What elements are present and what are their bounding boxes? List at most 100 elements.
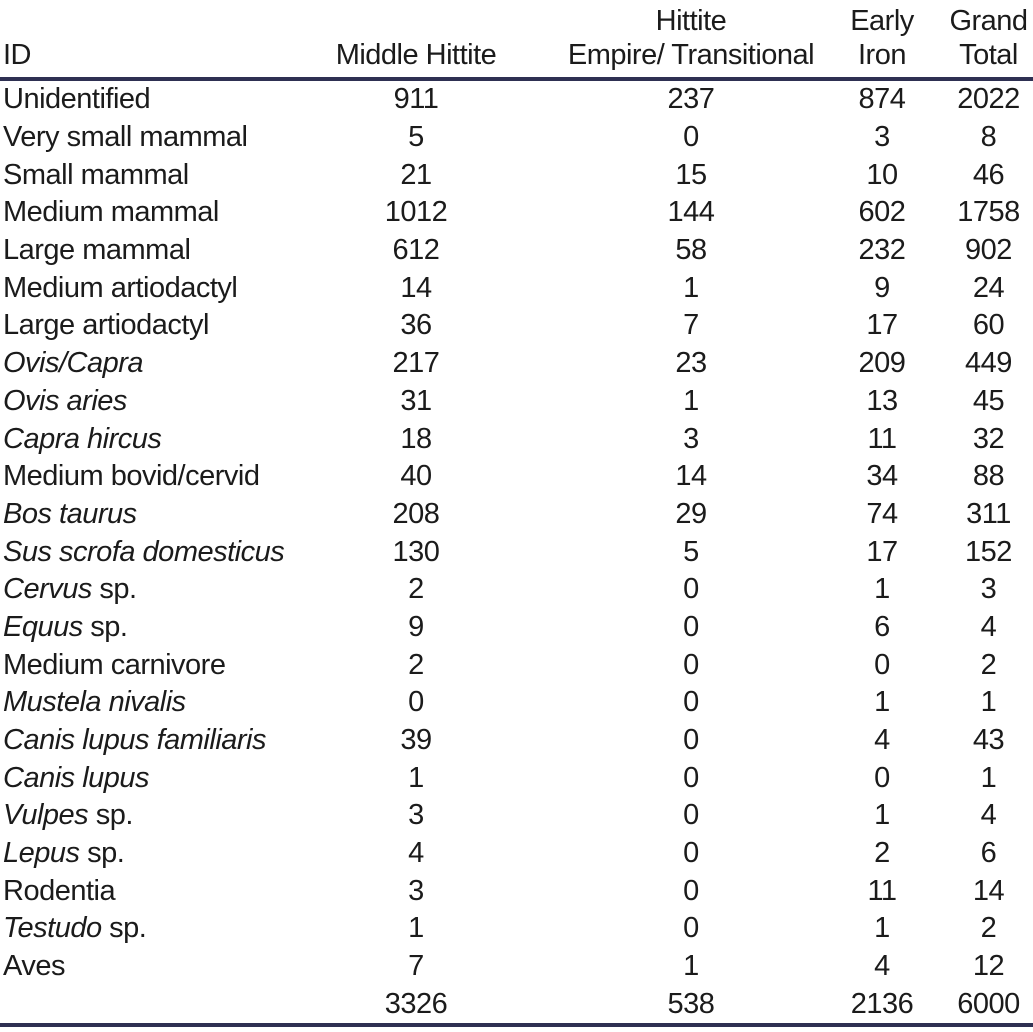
row-value: 0 xyxy=(683,799,699,832)
row-value: 1 xyxy=(980,761,997,794)
row-value: 36 xyxy=(400,309,432,342)
row-value: 449 xyxy=(965,347,1012,380)
col-header-id-line2: ID xyxy=(3,39,32,71)
row-label: Medium mammal xyxy=(0,194,270,232)
row-value: 14 xyxy=(400,271,432,304)
row-label: Mustela nivalis xyxy=(0,684,270,722)
label-text: Medium carnivore xyxy=(3,648,226,681)
label-text: Large artiodactyl xyxy=(3,309,209,342)
header-row: ID Middle Hittite Hittite Empire/ Transi… xyxy=(0,0,1033,81)
row-value: 1012 xyxy=(384,196,448,229)
row-label: Equus sp. xyxy=(0,609,270,647)
table-row: Bos taurus 208 29 74 311 xyxy=(0,496,1033,534)
row-value: 911 xyxy=(393,83,439,116)
row-label: Lepus sp. xyxy=(0,835,270,873)
row-value: 3 xyxy=(683,422,699,455)
table-row: Cervus sp. 2 0 1 3 xyxy=(0,571,1033,609)
row-value: 31 xyxy=(400,384,432,417)
taxon-name: Canis lupus familiaris xyxy=(3,724,267,757)
label-text: sp. xyxy=(101,912,147,945)
row-value: 1 xyxy=(874,686,890,719)
row-value: 612 xyxy=(392,234,440,267)
table-row: Very small mammal 5 0 3 8 xyxy=(0,119,1033,157)
col-header-early-iron-line2: Iron xyxy=(858,39,906,71)
taxon-name: Mustela nivalis xyxy=(3,686,186,719)
row-label xyxy=(0,986,270,1026)
row-value: 9 xyxy=(408,610,424,643)
row-value: 130 xyxy=(392,535,440,568)
row-value: 5 xyxy=(408,121,424,154)
table-row: Medium artiodactyl 14 1 9 24 xyxy=(0,269,1033,307)
row-value: 2136 xyxy=(850,987,914,1020)
row-label: Sus scrofa domesticus xyxy=(0,533,285,571)
row-value: 74 xyxy=(866,497,898,530)
row-value: 23 xyxy=(675,347,707,380)
row-value: 1 xyxy=(874,573,890,606)
row-value: 15 xyxy=(675,158,707,191)
row-value: 17 xyxy=(866,309,898,342)
row-value: 17 xyxy=(866,535,898,568)
row-value: 1 xyxy=(874,799,890,832)
table-row: Canis lupus familiaris 39 0 4 43 xyxy=(0,722,1033,760)
taxon-name: Canis lupus xyxy=(3,761,150,794)
row-value: 18 xyxy=(400,422,432,455)
row-value: 0 xyxy=(683,874,699,907)
row-value: 88 xyxy=(972,460,1005,493)
row-value: 0 xyxy=(683,648,699,681)
row-value: 4 xyxy=(874,950,890,983)
row-label: Canis lupus xyxy=(0,759,270,797)
row-value: 1 xyxy=(683,271,699,304)
label-text: Small mammal xyxy=(3,158,189,191)
row-label: Medium bovid/cervid xyxy=(0,458,270,496)
taxon-name: Bos taurus xyxy=(3,497,137,530)
row-value: 0 xyxy=(683,121,699,154)
row-label: Large artiodactyl xyxy=(0,307,270,345)
table-row: Medium mammal 1012 144 602 1758 xyxy=(0,194,1033,232)
table-row: Unidentified 911 237 874 2022 xyxy=(0,79,1033,119)
table-body: Unidentified 911 237 874 2022 Very small… xyxy=(0,79,1033,1025)
row-value: 13 xyxy=(866,384,898,417)
row-label: Large mammal xyxy=(0,232,270,270)
row-value: 45 xyxy=(972,384,1005,417)
row-value: 4 xyxy=(980,799,997,832)
label-text: Unidentified xyxy=(3,83,151,116)
label-text: Medium artiodactyl xyxy=(3,271,238,304)
col-header-id: ID xyxy=(0,0,270,81)
taxon-name: Testudo xyxy=(3,912,102,945)
table-header: ID Middle Hittite Hittite Empire/ Transi… xyxy=(0,0,1033,81)
row-value: 1 xyxy=(683,384,699,417)
table-row: Medium carnivore 2 0 0 2 xyxy=(0,646,1033,684)
table-row: Rodentia 3 0 11 14 xyxy=(0,872,1033,910)
row-value: 2 xyxy=(408,648,424,681)
row-value: 0 xyxy=(683,573,699,606)
row-value: 40 xyxy=(400,460,432,493)
row-value: 39 xyxy=(400,724,432,757)
row-value: 3 xyxy=(874,121,890,154)
col-header-early-iron-line1: Early xyxy=(850,5,914,37)
label-text: Aves xyxy=(3,950,65,983)
table-row: Mustela nivalis 0 0 1 1 xyxy=(0,684,1033,722)
row-value: 3 xyxy=(408,799,424,832)
row-value: 11 xyxy=(867,874,897,907)
table-row: Sus scrofa domesticus 130 5 17 152 xyxy=(0,533,1033,571)
row-value: 602 xyxy=(858,196,906,229)
row-label: Ovis aries xyxy=(0,383,270,421)
row-value: 10 xyxy=(866,158,898,191)
table-row: Aves 7 1 4 12 xyxy=(0,948,1033,986)
row-value: 874 xyxy=(858,83,906,116)
row-value: 9 xyxy=(874,271,890,304)
taxon-name: Sus scrofa domesticus xyxy=(3,535,285,568)
row-value: 2 xyxy=(408,573,424,606)
row-value: 60 xyxy=(972,309,1005,342)
row-value: 2 xyxy=(980,912,997,945)
row-label: Testudo sp. xyxy=(0,910,270,948)
row-value: 1758 xyxy=(957,196,1020,229)
row-value: 209 xyxy=(858,347,906,380)
taxon-name: Equus xyxy=(3,610,83,643)
row-value: 0 xyxy=(683,724,699,757)
table-row: Canis lupus 1 0 0 1 xyxy=(0,759,1033,797)
row-label: Cervus sp. xyxy=(0,571,270,609)
row-value: 7 xyxy=(683,309,699,342)
